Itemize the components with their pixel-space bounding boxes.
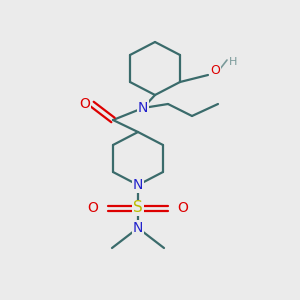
Text: O: O <box>88 201 98 215</box>
Text: S: S <box>133 200 143 215</box>
Text: N: N <box>138 101 148 115</box>
Text: O: O <box>178 201 188 215</box>
Text: O: O <box>210 64 220 77</box>
Text: H: H <box>229 57 237 67</box>
Text: N: N <box>133 221 143 235</box>
Text: O: O <box>80 97 90 111</box>
Text: N: N <box>133 178 143 192</box>
